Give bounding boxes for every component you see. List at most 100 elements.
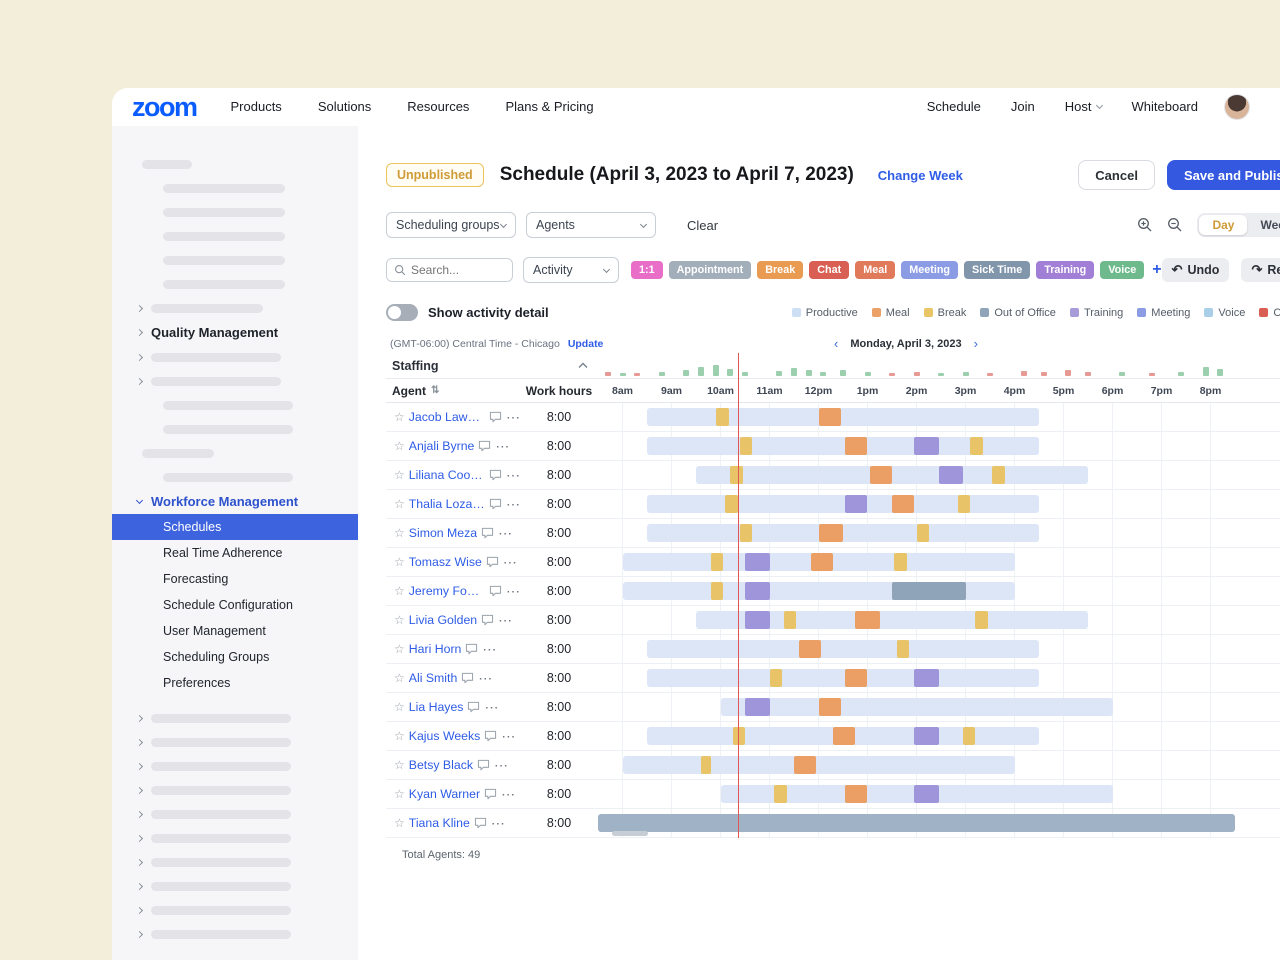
chat-icon[interactable]: [489, 498, 502, 510]
activity-segment-orange[interactable]: [794, 756, 817, 774]
star-icon[interactable]: ☆: [394, 816, 405, 830]
chat-icon[interactable]: [474, 817, 487, 829]
nav-join[interactable]: Join: [1011, 99, 1035, 114]
activity-segment-purple[interactable]: [845, 495, 868, 513]
activity-segment-orange[interactable]: [869, 466, 892, 484]
clear-button[interactable]: Clear: [687, 217, 719, 233]
star-icon[interactable]: ☆: [394, 613, 405, 627]
shift-bar[interactable]: [622, 756, 1015, 774]
nav-schedule[interactable]: Schedule: [927, 99, 981, 114]
sidebar-group-collapsed[interactable]: [112, 850, 358, 874]
agent-name-link[interactable]: Kajus Weeks: [408, 729, 481, 743]
undo-button[interactable]: ↶ Undo: [1161, 258, 1230, 282]
agents-select[interactable]: Agents: [526, 212, 656, 238]
sidebar-item-real-time-adherence[interactable]: Real Time Adherence: [163, 546, 283, 560]
activity-segment-yellow[interactable]: [916, 524, 929, 542]
more-menu-icon[interactable]: ⋯: [501, 787, 516, 801]
sidebar-item-workforce-management[interactable]: Workforce Management: [112, 489, 358, 514]
more-menu-icon[interactable]: ⋯: [506, 497, 520, 511]
horizontal-scrollbar-thumb[interactable]: [612, 831, 648, 836]
shift-bar[interactable]: [720, 698, 1113, 716]
staffing-collapse-button[interactable]: [520, 362, 598, 369]
activity-chip-sick-time[interactable]: Sick Time: [964, 261, 1031, 279]
activity-select[interactable]: Activity: [523, 257, 619, 283]
chat-icon[interactable]: [486, 556, 499, 568]
activity-chip-training[interactable]: Training: [1036, 261, 1095, 279]
chat-icon[interactable]: [478, 440, 491, 452]
activity-segment-slate[interactable]: [892, 582, 966, 600]
chat-icon[interactable]: [481, 527, 494, 539]
shift-bar[interactable]: [647, 640, 1039, 658]
scheduling-groups-select[interactable]: Scheduling groups: [386, 212, 516, 238]
activity-segment-purple[interactable]: [745, 553, 770, 571]
more-menu-icon[interactable]: ⋯: [506, 410, 520, 424]
more-menu-icon[interactable]: ⋯: [498, 526, 513, 540]
activity-segment-purple[interactable]: [914, 437, 939, 455]
redo-button[interactable]: ↷ Redo: [1241, 258, 1280, 282]
activity-segment-purple[interactable]: [914, 785, 939, 803]
sidebar-item-forecasting[interactable]: Forecasting: [163, 572, 229, 586]
activity-segment-yellow[interactable]: [992, 466, 1005, 484]
more-menu-icon[interactable]: ⋯: [484, 700, 499, 714]
star-icon[interactable]: ☆: [394, 584, 405, 598]
activity-segment-orange[interactable]: [798, 640, 821, 658]
more-menu-icon[interactable]: ⋯: [498, 613, 513, 627]
star-icon[interactable]: ☆: [394, 410, 405, 424]
activity-segment-purple[interactable]: [745, 698, 770, 716]
chat-icon[interactable]: [467, 701, 480, 713]
activity-segment-orange[interactable]: [818, 408, 841, 426]
activity-segment-yellow[interactable]: [958, 495, 971, 513]
star-icon[interactable]: ☆: [394, 439, 405, 453]
activity-segment-yellow[interactable]: [970, 437, 983, 455]
agent-name-link[interactable]: Tiana Kline: [408, 816, 470, 830]
star-icon[interactable]: ☆: [394, 787, 405, 801]
nav-solutions[interactable]: Solutions: [317, 99, 372, 114]
sidebar-group-collapsed[interactable]: [112, 874, 358, 898]
chat-icon[interactable]: [484, 730, 497, 742]
sidebar-item-quality-management[interactable]: Quality Management: [112, 320, 358, 345]
more-menu-icon[interactable]: ⋯: [506, 468, 520, 482]
activity-segment-purple[interactable]: [914, 669, 939, 687]
sidebar-group-collapsed[interactable]: [112, 802, 358, 826]
star-icon[interactable]: ☆: [394, 700, 405, 714]
chat-icon[interactable]: [461, 672, 474, 684]
prev-day-icon[interactable]: ‹: [834, 336, 839, 351]
more-menu-icon[interactable]: ⋯: [506, 584, 520, 598]
star-icon[interactable]: ☆: [394, 729, 405, 743]
shift-bar[interactable]: [647, 495, 1039, 513]
sidebar-group-collapsed[interactable]: [112, 922, 358, 946]
sidebar-group-collapsed[interactable]: [112, 369, 358, 393]
activity-chip-break[interactable]: Break: [757, 261, 804, 279]
shift-bar[interactable]: [647, 524, 1039, 542]
agent-name-link[interactable]: Anjali Byrne: [408, 439, 475, 453]
day-tab[interactable]: Day: [1199, 215, 1248, 235]
activity-segment-yellow[interactable]: [769, 669, 782, 687]
agent-name-link[interactable]: Jeremy Foster: [408, 584, 485, 598]
activity-segment-yellow[interactable]: [710, 582, 723, 600]
change-week-link[interactable]: Change Week: [877, 167, 963, 183]
shift-bar[interactable]: [598, 814, 1235, 832]
star-icon[interactable]: ☆: [394, 758, 405, 772]
chat-icon[interactable]: [489, 469, 502, 481]
week-tab[interactable]: Week: [1260, 218, 1280, 232]
sidebar-item-preferences[interactable]: Preferences: [163, 676, 231, 690]
activity-segment-yellow[interactable]: [725, 495, 738, 513]
agent-name-link[interactable]: Betsy Black: [408, 758, 474, 772]
sort-icon[interactable]: ⇅: [431, 385, 440, 396]
chat-icon[interactable]: [477, 759, 490, 771]
agent-name-link[interactable]: Jacob Lawson: [408, 410, 485, 424]
next-day-icon[interactable]: ›: [973, 336, 978, 351]
activity-segment-orange[interactable]: [845, 669, 868, 687]
more-menu-icon[interactable]: ⋯: [501, 729, 516, 743]
agent-name-link[interactable]: Liliana Cooper: [408, 468, 485, 482]
sidebar-group-collapsed[interactable]: [112, 898, 358, 922]
add-activity-button[interactable]: +: [1152, 261, 1162, 278]
shift-bar[interactable]: [647, 408, 1039, 426]
activity-chip-voice[interactable]: Voice: [1100, 261, 1145, 279]
activity-segment-yellow[interactable]: [710, 553, 723, 571]
chat-icon[interactable]: [465, 643, 478, 655]
activity-segment-purple[interactable]: [745, 611, 770, 629]
agent-name-link[interactable]: Hari Horn: [408, 642, 462, 656]
star-icon[interactable]: ☆: [394, 526, 405, 540]
sidebar-item-schedule-configuration[interactable]: Schedule Configuration: [163, 598, 293, 612]
